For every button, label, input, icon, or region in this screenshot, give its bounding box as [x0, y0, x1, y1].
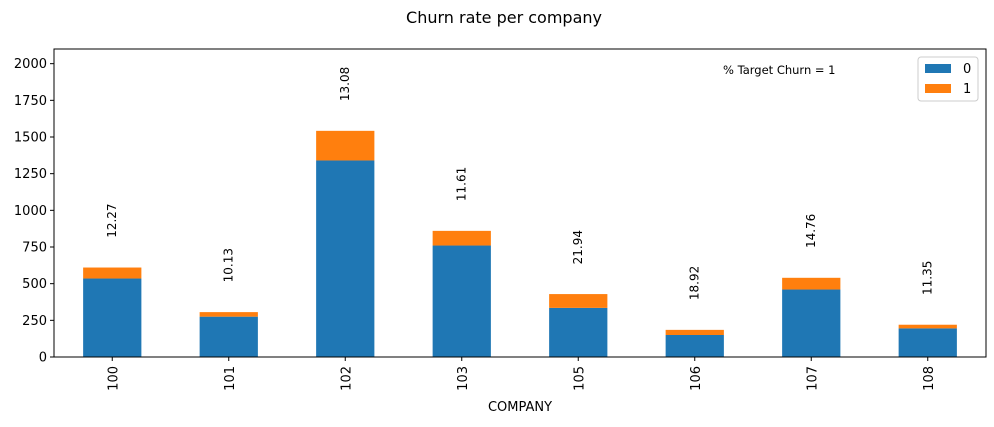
bar-108-series-1	[898, 324, 957, 329]
y-tick-label-0: 0	[39, 351, 47, 366]
legend-swatch-series-1	[925, 84, 951, 93]
bar-annotation-106: 18.92	[688, 266, 702, 300]
y-tick-label-1500: 1500	[14, 131, 47, 146]
chart-title: Churn rate per company	[406, 8, 602, 27]
bar-100-series-0	[83, 278, 142, 357]
bar-103-series-0	[432, 245, 491, 357]
legend-swatch-series-0	[925, 64, 951, 73]
bar-108-series-0	[898, 328, 957, 357]
bar-annotation-101: 10.13	[222, 248, 236, 282]
y-tick-label-250: 250	[22, 314, 47, 329]
bar-105-series-0	[549, 307, 608, 357]
bar-annotation-107: 14.76	[804, 214, 818, 248]
plot-area-frame	[53, 48, 987, 358]
bar-annotations-layer: 12.27 10.13 13.08 11.61 21.94 18.92 14.76 11.35	[105, 67, 935, 300]
bar-106-series-0	[665, 335, 724, 357]
bar-102-series-0	[316, 160, 375, 357]
bar-101-series-1	[199, 312, 258, 317]
bar-101-series-0	[199, 316, 258, 357]
x-tick-label-103: 103	[456, 366, 471, 391]
y-tick-label-1000: 1000	[14, 204, 47, 219]
y-axis: 0 250 500 750 1000 1250 1500 1750 2000	[14, 57, 54, 366]
x-tick-label-106: 106	[689, 366, 704, 391]
x-axis: 100 101 102 103 105 106 107 108	[106, 357, 937, 391]
x-tick-label-101: 101	[223, 366, 238, 391]
bar-100-series-1	[83, 267, 142, 279]
bar-annotation-105: 21.94	[571, 230, 585, 264]
legend: 0 1	[917, 56, 979, 102]
x-tick-label-102: 102	[339, 366, 354, 391]
bar-annotation-100: 12.27	[105, 203, 119, 237]
bar-annotation-103: 11.61	[455, 167, 469, 201]
x-tick-label-105: 105	[572, 366, 587, 391]
y-tick-label-750: 750	[22, 241, 47, 256]
legend-label-series-0: 0	[963, 62, 971, 77]
bar-annotation-102: 13.08	[338, 67, 352, 101]
y-tick-label-2000: 2000	[14, 57, 47, 72]
bar-103-series-1	[432, 230, 491, 246]
bar-105-series-1	[549, 294, 608, 308]
target-churn-note: % Target Churn = 1	[723, 63, 836, 77]
bar-annotation-108: 11.35	[921, 261, 935, 295]
x-tick-label-107: 107	[805, 366, 820, 391]
bar-106-series-1	[665, 329, 724, 335]
bar-102-series-1	[316, 130, 375, 161]
bars-layer	[83, 130, 957, 357]
bar-107-series-0	[782, 289, 841, 357]
x-tick-label-108: 108	[922, 366, 937, 391]
y-tick-label-1750: 1750	[14, 94, 47, 109]
x-axis-label: COMPANY	[488, 400, 552, 415]
bar-107-series-1	[782, 277, 841, 290]
y-tick-label-500: 500	[22, 277, 47, 292]
legend-label-series-1: 1	[963, 82, 971, 97]
y-tick-label-1250: 1250	[14, 167, 47, 182]
x-tick-label-100: 100	[106, 366, 121, 391]
